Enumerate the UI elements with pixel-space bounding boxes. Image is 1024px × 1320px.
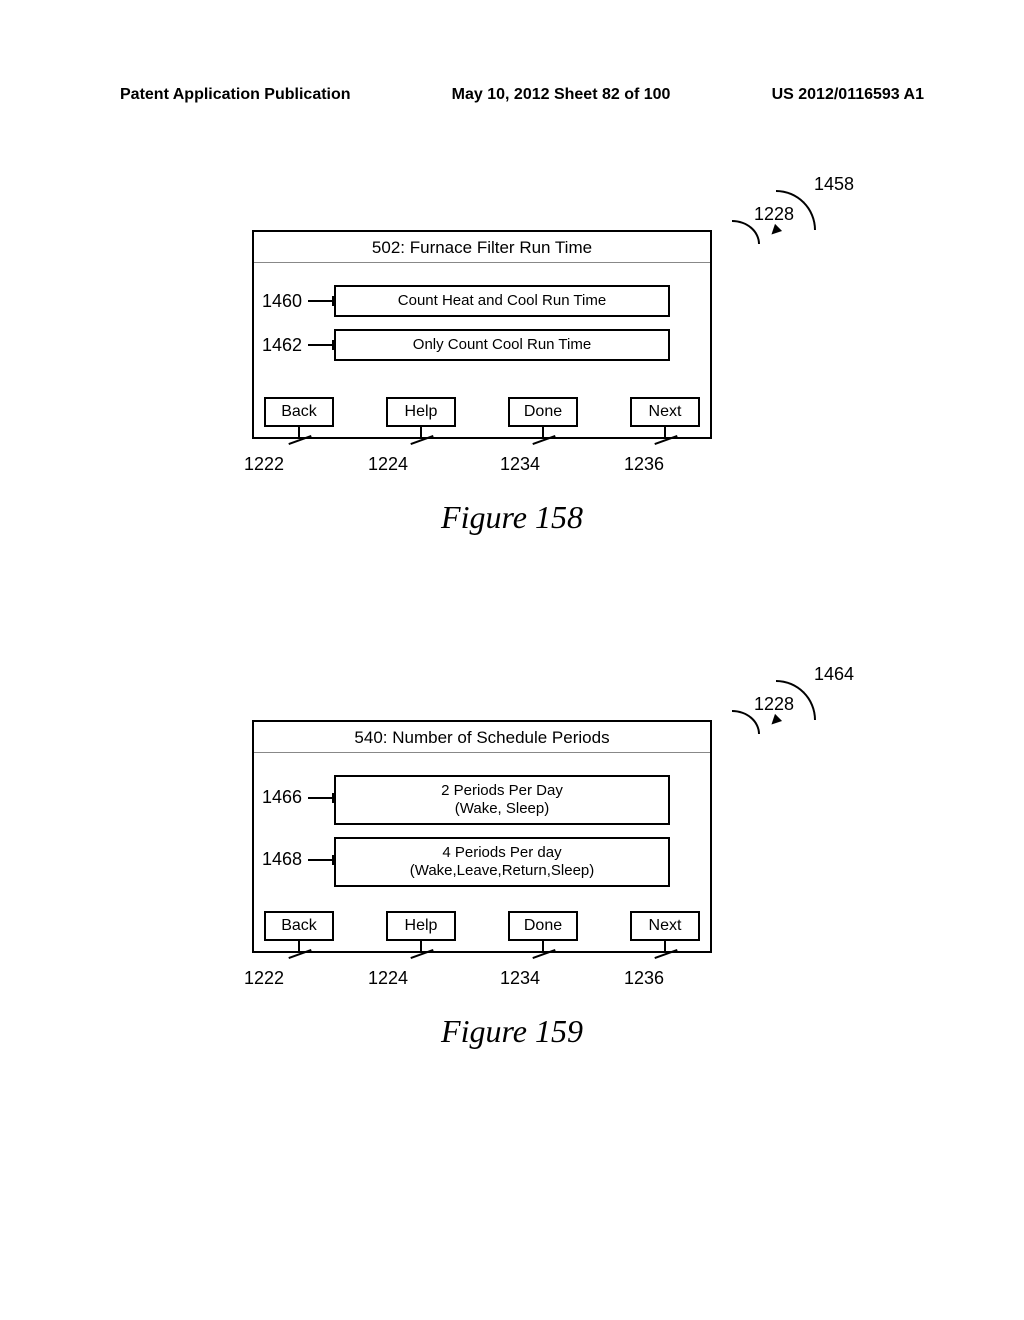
option-4-periods-line1: 4 Periods Per day xyxy=(442,844,561,861)
caption-158: Figure 158 xyxy=(252,499,772,536)
help-label: Help xyxy=(405,917,438,934)
done-label: Done xyxy=(524,917,562,934)
ref-title-158: 1228 xyxy=(754,204,794,225)
header-center: May 10, 2012 Sheet 82 of 100 xyxy=(452,86,671,104)
option-2-periods[interactable]: 2 Periods Per Day (Wake, Sleep) 1466 xyxy=(334,775,670,825)
option-cool-only[interactable]: Only Count Cool Run Time 1462 xyxy=(334,329,670,361)
option-2-periods-line2: (Wake, Sleep) xyxy=(455,800,549,817)
screen-box-158: 502: Furnace Filter Run Time Count Heat … xyxy=(252,230,712,439)
screen-title-159: 540: Number of Schedule Periods xyxy=(254,722,710,753)
ref-done-159: 1234 xyxy=(500,968,540,989)
page-header: Patent Application Publication May 10, 2… xyxy=(120,86,924,104)
ref-back-159: 1222 xyxy=(244,968,284,989)
screen-title-158: 502: Furnace Filter Run Time xyxy=(254,232,710,263)
option-heat-cool[interactable]: Count Heat and Cool Run Time 1460 xyxy=(334,285,670,317)
figure-158: 1458 1228 502: Furnace Filter Run Time C… xyxy=(252,230,772,536)
ref-opt-1460: 1460 xyxy=(262,291,302,313)
option-2-periods-line1: 2 Periods Per Day xyxy=(441,782,563,799)
ref-screen-159: 1464 xyxy=(814,664,854,685)
caption-159: Figure 159 xyxy=(252,1013,772,1050)
back-button[interactable]: Back xyxy=(264,397,334,427)
ref-back-158: 1222 xyxy=(244,454,284,475)
ref-help-158: 1224 xyxy=(368,454,408,475)
ref-done-158: 1234 xyxy=(500,454,540,475)
back-label: Back xyxy=(281,917,317,934)
ref-screen-158: 1458 xyxy=(814,174,854,195)
figure-159: 1464 1228 540: Number of Schedule Period… xyxy=(252,720,772,1050)
done-button[interactable]: Done xyxy=(508,911,578,941)
nav-row-158: Back Help Done Next xyxy=(254,397,710,437)
screen-box-159: 540: Number of Schedule Periods 2 Period… xyxy=(252,720,712,953)
ref-opt-1466: 1466 xyxy=(262,787,302,809)
next-button[interactable]: Next xyxy=(630,397,700,427)
next-label: Next xyxy=(649,403,682,420)
option-heat-cool-label: Count Heat and Cool Run Time xyxy=(398,292,606,309)
nav-row-159: Back Help Done Next xyxy=(254,911,710,951)
ref-next-159: 1236 xyxy=(624,968,664,989)
next-button[interactable]: Next xyxy=(630,911,700,941)
help-button[interactable]: Help xyxy=(386,911,456,941)
header-right: US 2012/0116593 A1 xyxy=(772,86,924,104)
help-label: Help xyxy=(405,403,438,420)
back-button[interactable]: Back xyxy=(264,911,334,941)
ref-title-159: 1228 xyxy=(754,694,794,715)
option-4-periods[interactable]: 4 Periods Per day (Wake,Leave,Return,Sle… xyxy=(334,837,670,887)
ref-help-159: 1224 xyxy=(368,968,408,989)
ref-next-158: 1236 xyxy=(624,454,664,475)
help-button[interactable]: Help xyxy=(386,397,456,427)
options-area-158: Count Heat and Cool Run Time 1460 Only C… xyxy=(254,263,710,397)
done-label: Done xyxy=(524,403,562,420)
option-4-periods-line2: (Wake,Leave,Return,Sleep) xyxy=(410,862,595,879)
next-label: Next xyxy=(649,917,682,934)
ref-opt-1468: 1468 xyxy=(262,849,302,871)
done-button[interactable]: Done xyxy=(508,397,578,427)
header-left: Patent Application Publication xyxy=(120,86,351,104)
option-cool-only-label: Only Count Cool Run Time xyxy=(413,336,591,353)
back-label: Back xyxy=(281,403,317,420)
options-area-159: 2 Periods Per Day (Wake, Sleep) 1466 4 P… xyxy=(254,753,710,911)
ref-opt-1462: 1462 xyxy=(262,335,302,357)
